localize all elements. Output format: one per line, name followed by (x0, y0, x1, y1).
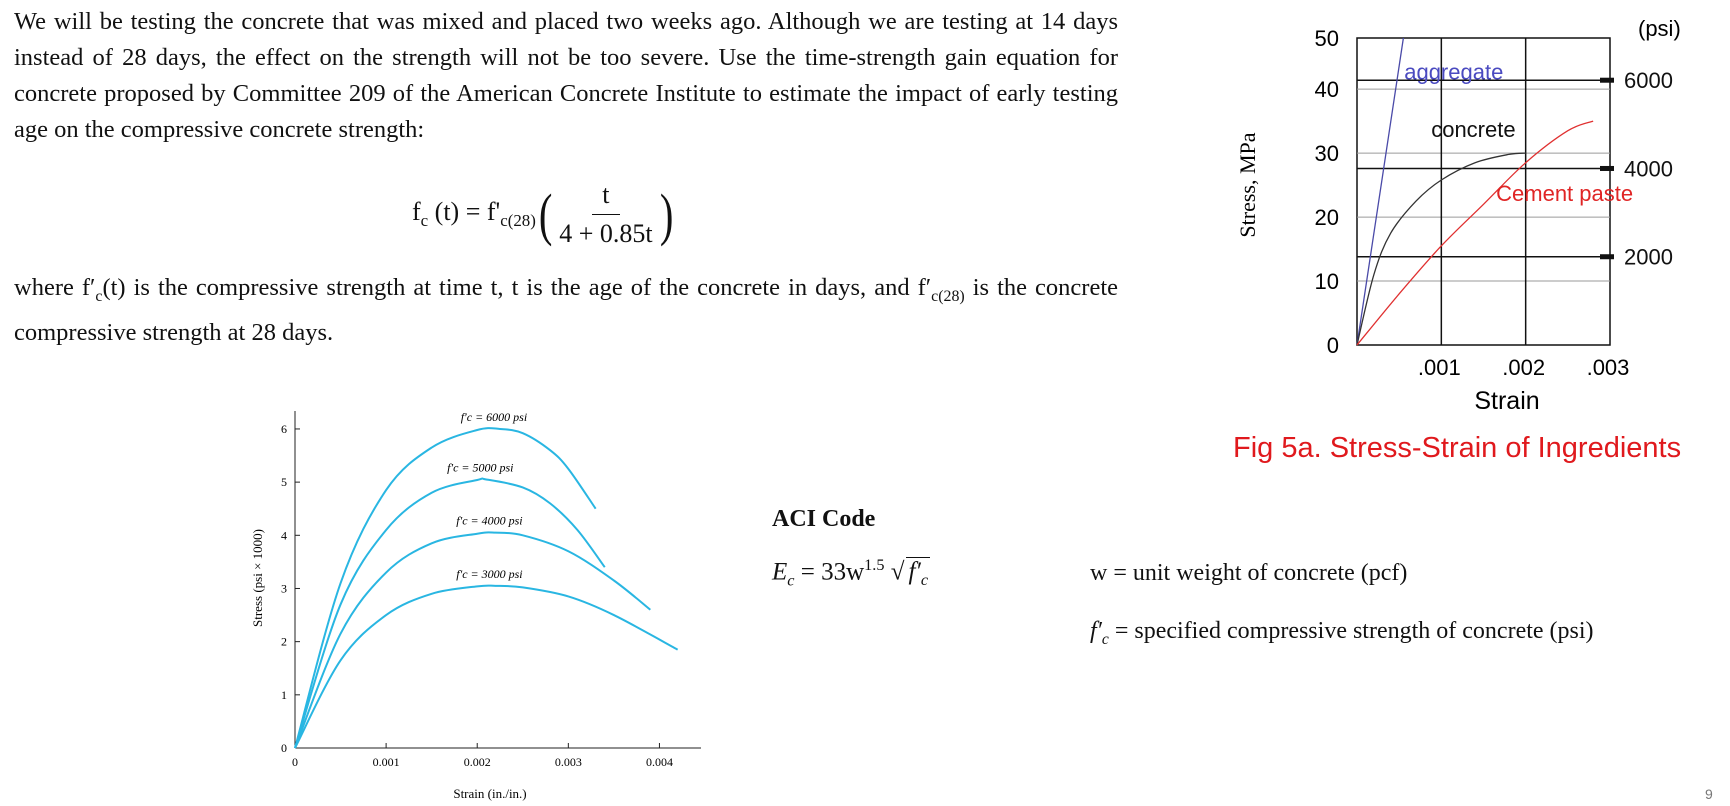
fc-definition: f′c = specified compressive strength of … (1090, 618, 1594, 648)
curve-5000 (294, 477, 606, 749)
series-label: concrete (1431, 117, 1515, 142)
y-tick-label: 50 (1315, 26, 1339, 51)
figure-caption: Fig 5a. Stress-Strain of Ingredients (1233, 432, 1682, 464)
w-definition: w = unit weight of concrete (pcf) (1090, 560, 1408, 586)
y-tick-label: 10 (1315, 269, 1339, 294)
y-tick-label: 5 (281, 475, 287, 489)
x-axis-label: Strain (in./in.) (453, 786, 526, 801)
curve-3000 (294, 584, 679, 749)
fraction: t 4 + 0.85t (559, 180, 652, 249)
plot-frame (1356, 37, 1611, 346)
y-tick-label: 40 (1315, 77, 1339, 102)
series-label: f′c = 3000 psi (456, 567, 522, 581)
denominator: 4 + 0.85t (559, 219, 653, 248)
y2-tick-label: 2000 (1624, 245, 1673, 270)
curve-aggregate (1356, 37, 1405, 346)
series-label: f′c = 6000 psi (461, 410, 527, 424)
fc28-symbol: f′c(28) (917, 274, 965, 305)
y-tick-label: 1 (281, 688, 287, 702)
eq-lhs: fc (t) = f'c(28) (412, 197, 536, 231)
time-strength-equation: fc (t) = f'c(28) ( t 4 + 0.85t ) (412, 180, 676, 249)
x-tick-label: 0.001 (373, 755, 400, 769)
y2-tick-label: 4000 (1624, 156, 1673, 181)
y-tick-label: 3 (281, 581, 287, 595)
psi-tick (1600, 165, 1614, 171)
y-tick-label: 6 (281, 422, 287, 436)
y-tick-label: 30 (1315, 141, 1339, 166)
series-label: aggregate (1404, 60, 1503, 85)
x-tick-label: 0.003 (555, 755, 582, 769)
y2-axis-label: (psi) (1638, 16, 1680, 41)
curve-concrete (1356, 152, 1526, 346)
y-tick-label: 20 (1315, 205, 1339, 230)
stress-strain-ingredients-chart: 2000 4000 6000 0 10 20 30 40 50 .001 .002 .003 Strai… (1235, 16, 1680, 415)
psi-tick (1600, 77, 1614, 83)
y-axis-label: Stress, MPa (1235, 132, 1260, 237)
y2-tick-label: 6000 (1624, 68, 1673, 93)
x-axis-label: Strain (1474, 387, 1539, 415)
aci-modulus-equation: Ec = 33w1.5 √ f′c (772, 556, 931, 590)
curve-4000 (294, 531, 651, 749)
series-label: f′c = 5000 psi (447, 460, 513, 474)
numerator: t (592, 180, 620, 215)
y-tick-label: 2 (281, 635, 287, 649)
x-tick-label: .001 (1418, 355, 1461, 380)
page-number: 9 (1705, 786, 1713, 802)
right-paren: ) (659, 181, 674, 247)
series-label: f′c = 4000 psi (456, 514, 522, 528)
curve-6000 (294, 427, 597, 749)
y-tick-label: 0 (1327, 333, 1339, 358)
left-paren: ( (538, 181, 553, 247)
x-tick-label: 0.004 (646, 755, 673, 769)
curve-cement-paste (1356, 120, 1594, 346)
x-tick-label: 0 (292, 755, 298, 769)
where-paragraph: where f′c(t) is the compressive strength… (14, 274, 1118, 346)
y-tick-label: 0 (281, 741, 287, 755)
x-tick-label: .003 (1587, 355, 1630, 380)
fc-t-symbol: f′c(t) (81, 274, 126, 305)
y-axis-label: Stress (psi × 1000) (250, 529, 265, 627)
psi-tick (1600, 254, 1614, 260)
y-tick-label: 4 (281, 528, 287, 542)
x-tick-label: .002 (1502, 355, 1545, 380)
x-tick-label: 0.002 (464, 755, 491, 769)
stress-strain-psi-chart: 0 0.001 0.002 0.003 0.004 0 1 2 3 4 5 6 Strain (in./… (250, 410, 701, 801)
series-label: Cement paste (1496, 181, 1633, 206)
aci-code-heading: ACI Code (772, 506, 876, 532)
intro-paragraph: We will be testing the concrete that was… (14, 8, 1118, 143)
